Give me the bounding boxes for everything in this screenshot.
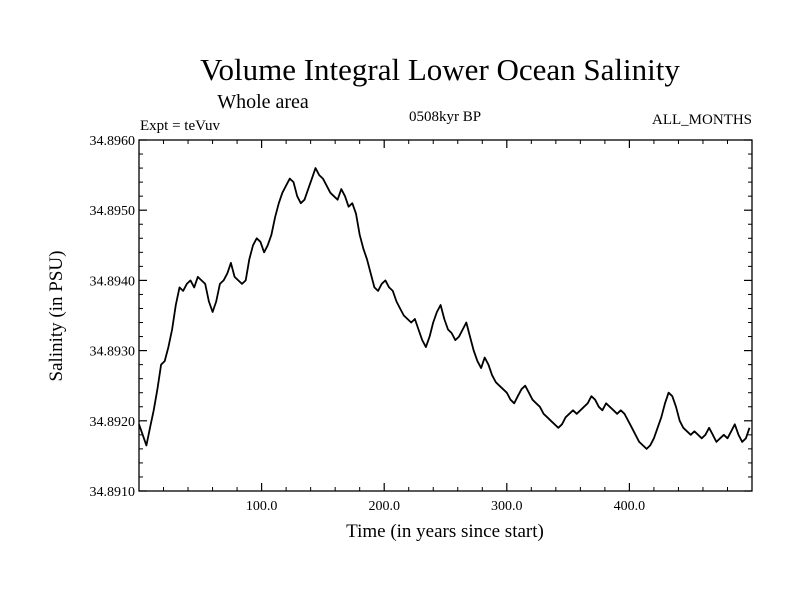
salinity-series-line [138,167,751,450]
y-axis: 34.8910 34.8920 34.8930 34.8940 34.8950 34.89… [90,134,752,500]
period-label: 0508kyr BP [409,109,481,125]
y-tick-label: 34.8910 [90,485,136,500]
y-tick-label: 34.8940 [90,274,136,289]
y-tick-label: 34.8920 [90,415,136,430]
months-label: ALL_MONTHS [652,112,752,128]
x-tick-label: 400.0 [614,499,646,514]
x-tick-label: 100.0 [246,499,278,514]
x-tick-label: 200.0 [368,499,400,514]
x-axis-label: Time (in years since start) [346,521,544,542]
experiment-label: Expt = teVuv [140,118,221,134]
chart-subtitle: Whole area [217,91,309,113]
y-tick-label: 34.8930 [90,345,136,360]
plot-frame [138,139,753,492]
chart-title: Volume Integral Lower Ocean Salinity [200,52,680,87]
x-axis: 100.0 200.0 300.0 400.0 [163,140,728,514]
y-tick-label: 34.8960 [90,134,136,149]
x-tick-label: 300.0 [491,499,523,514]
y-axis-label: Salinity (in PSU) [46,251,67,382]
y-tick-label: 34.8950 [90,204,136,219]
